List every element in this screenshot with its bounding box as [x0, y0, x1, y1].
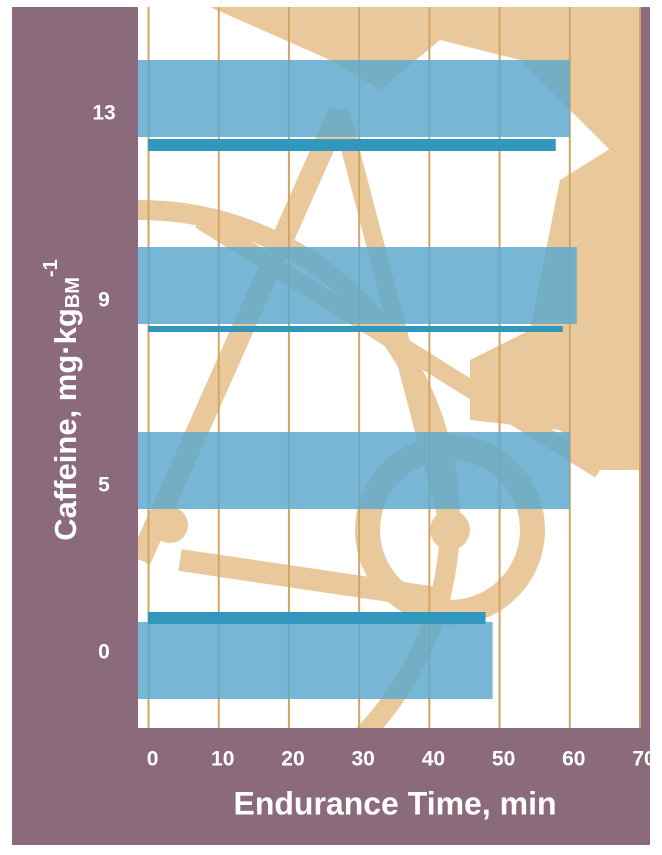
y-label-superscript: -1: [40, 259, 62, 277]
x-tick-label: 40: [422, 748, 445, 771]
y-axis-label: Caffeine, mg·kgBM-1: [40, 259, 84, 540]
x-tick-label: 30: [351, 748, 374, 771]
thin-bar: [148, 326, 563, 332]
x-tick-label: 60: [562, 748, 585, 771]
bar: [138, 622, 493, 699]
y-tick-label: 0: [98, 641, 110, 664]
y-tick-label: 13: [92, 102, 115, 125]
x-tick-label: 50: [492, 748, 515, 771]
x-axis-label: Endurance Time, min: [233, 785, 556, 821]
thin-bar: [148, 612, 486, 624]
y-tick-label: 5: [98, 474, 110, 497]
x-tick-label: 10: [211, 748, 234, 771]
bar: [138, 247, 577, 324]
bar: [138, 60, 570, 137]
x-tick-label: 0: [147, 748, 159, 771]
bar: [138, 432, 570, 509]
x-tick-label: 70: [632, 748, 655, 771]
x-tick-label: 20: [281, 748, 304, 771]
y-label-text: Caffeine, mg·kg: [48, 308, 83, 541]
thin-bar: [148, 139, 556, 151]
y-label-subscript: BM: [62, 277, 84, 308]
y-tick-label: 9: [98, 289, 110, 312]
